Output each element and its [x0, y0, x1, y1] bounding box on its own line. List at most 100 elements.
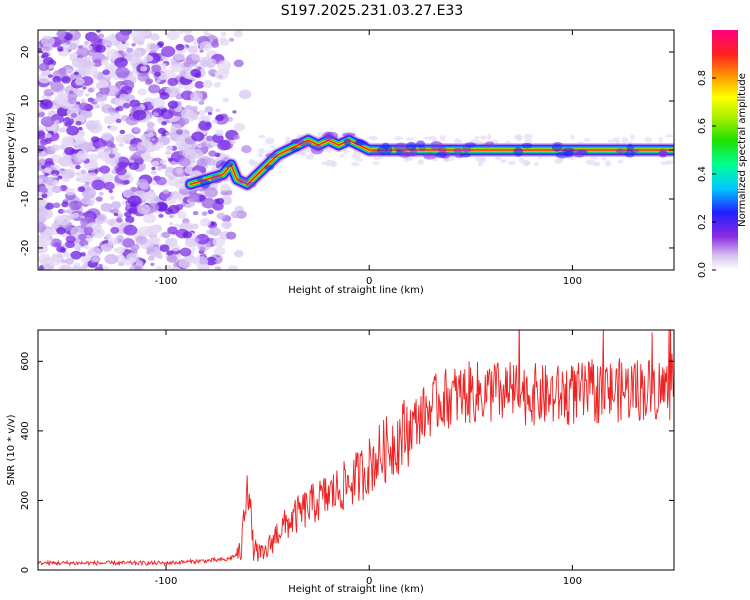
- colorbar-tick-label: 0.4: [697, 166, 708, 182]
- noise-speck: [408, 156, 414, 161]
- noise-blob: [215, 108, 221, 113]
- noise-blob: [230, 210, 241, 219]
- noise-blob: [110, 201, 122, 210]
- noise-blob: [220, 31, 227, 37]
- noise-blob: [109, 143, 116, 149]
- spectrogram-xtick-label: 0: [366, 276, 372, 287]
- noise-speck: [320, 161, 330, 165]
- ridge-blob: [355, 138, 365, 145]
- noise-blob: [38, 222, 47, 233]
- noise-blob: [194, 256, 209, 267]
- noise-blob: [205, 158, 216, 166]
- noise-blob: [48, 64, 55, 69]
- noise-blob: [45, 157, 54, 165]
- noise-blob: [100, 102, 106, 107]
- noise-blob: [207, 209, 214, 215]
- noise-blob: [182, 148, 196, 159]
- noise-blob: [201, 252, 207, 257]
- noise-blob: [192, 143, 198, 148]
- noise-blob: [147, 255, 155, 261]
- noise-blob: [41, 151, 46, 155]
- noise-blob: [76, 91, 84, 97]
- noise-blob: [165, 145, 173, 151]
- noise-blob: [233, 134, 240, 140]
- noise-blob: [233, 30, 243, 38]
- snr-xtick-label: -100: [155, 576, 178, 587]
- noise-blob: [106, 218, 116, 226]
- noise-blob: [209, 227, 222, 237]
- noise-blob: [222, 97, 229, 103]
- noise-blob: [233, 122, 246, 132]
- snr-chart: -100 0 100 0 200 400 600 Height of straight li…: [6, 329, 675, 595]
- noise-blob: [150, 170, 157, 175]
- noise-blob: [116, 217, 123, 223]
- noise-blob: [60, 259, 67, 264]
- noise-blob: [128, 161, 140, 171]
- noise-blob: [181, 108, 194, 119]
- ridge-blob: [435, 152, 447, 159]
- noise-blob: [199, 56, 213, 68]
- noise-blob: [41, 165, 46, 169]
- noise-blob: [108, 125, 118, 132]
- noise-blob: [71, 57, 86, 69]
- colorbar: 0.0 0.2 0.4 0.6 0.8 Normalized spectral ampl…: [697, 30, 748, 278]
- noise-blob: [40, 116, 55, 127]
- noise-blob: [161, 231, 171, 239]
- noise-blob: [44, 132, 52, 139]
- noise-blob: [54, 94, 68, 106]
- noise-blob: [212, 237, 226, 248]
- noise-blob: [213, 38, 218, 43]
- ridge-blob: [406, 141, 417, 151]
- noise-blob: [151, 64, 162, 73]
- noise-blob: [101, 104, 114, 114]
- noise-blob: [110, 227, 120, 234]
- ridge-blob: [322, 131, 334, 141]
- noise-blob: [119, 93, 129, 101]
- noise-blob: [96, 214, 106, 222]
- noise-blob: [167, 157, 174, 162]
- noise-speck: [665, 134, 674, 138]
- noise-blob: [81, 187, 97, 199]
- noise-blob: [44, 167, 52, 173]
- noise-blob: [51, 222, 60, 229]
- noise-blob: [190, 68, 201, 78]
- noise-blob: [127, 195, 142, 207]
- noise-blob: [38, 63, 50, 72]
- noise-speck: [444, 158, 450, 163]
- noise-speck: [583, 138, 591, 142]
- noise-speck: [455, 137, 460, 143]
- noise-blob: [77, 231, 82, 235]
- ridge-blob: [265, 152, 279, 159]
- noise-blob: [52, 173, 57, 177]
- noise-blob: [191, 53, 201, 61]
- noise-blob: [170, 243, 181, 252]
- noise-blob: [195, 233, 210, 245]
- noise-blob: [120, 85, 133, 95]
- noise-speck: [257, 153, 264, 158]
- noise-blob: [38, 207, 49, 218]
- noise-blob: [94, 98, 100, 103]
- ridge-blob: [551, 143, 563, 152]
- spectrogram-xtick-label: 100: [563, 276, 582, 287]
- noise-blob: [161, 108, 168, 113]
- noise-speck: [644, 136, 653, 143]
- noise-blob: [176, 211, 187, 219]
- noise-blob: [144, 191, 157, 201]
- noise-blob: [201, 142, 207, 147]
- ridge-blob: [626, 143, 634, 152]
- noise-blob: [161, 46, 176, 57]
- noise-blob: [38, 199, 48, 207]
- ridge-layer-6: [189, 139, 674, 186]
- noise-blob: [137, 226, 152, 237]
- noise-blob: [199, 246, 206, 252]
- noise-blob: [153, 145, 161, 151]
- ridge-blob: [199, 179, 211, 189]
- noise-blob: [50, 144, 60, 152]
- noise-speck: [592, 161, 601, 167]
- noise-blob: [226, 116, 234, 122]
- noise-blob: [161, 121, 168, 126]
- noise-blob: [47, 74, 53, 78]
- noise-blob: [201, 211, 208, 216]
- noise-blob: [201, 97, 206, 101]
- noise-blob: [221, 220, 232, 229]
